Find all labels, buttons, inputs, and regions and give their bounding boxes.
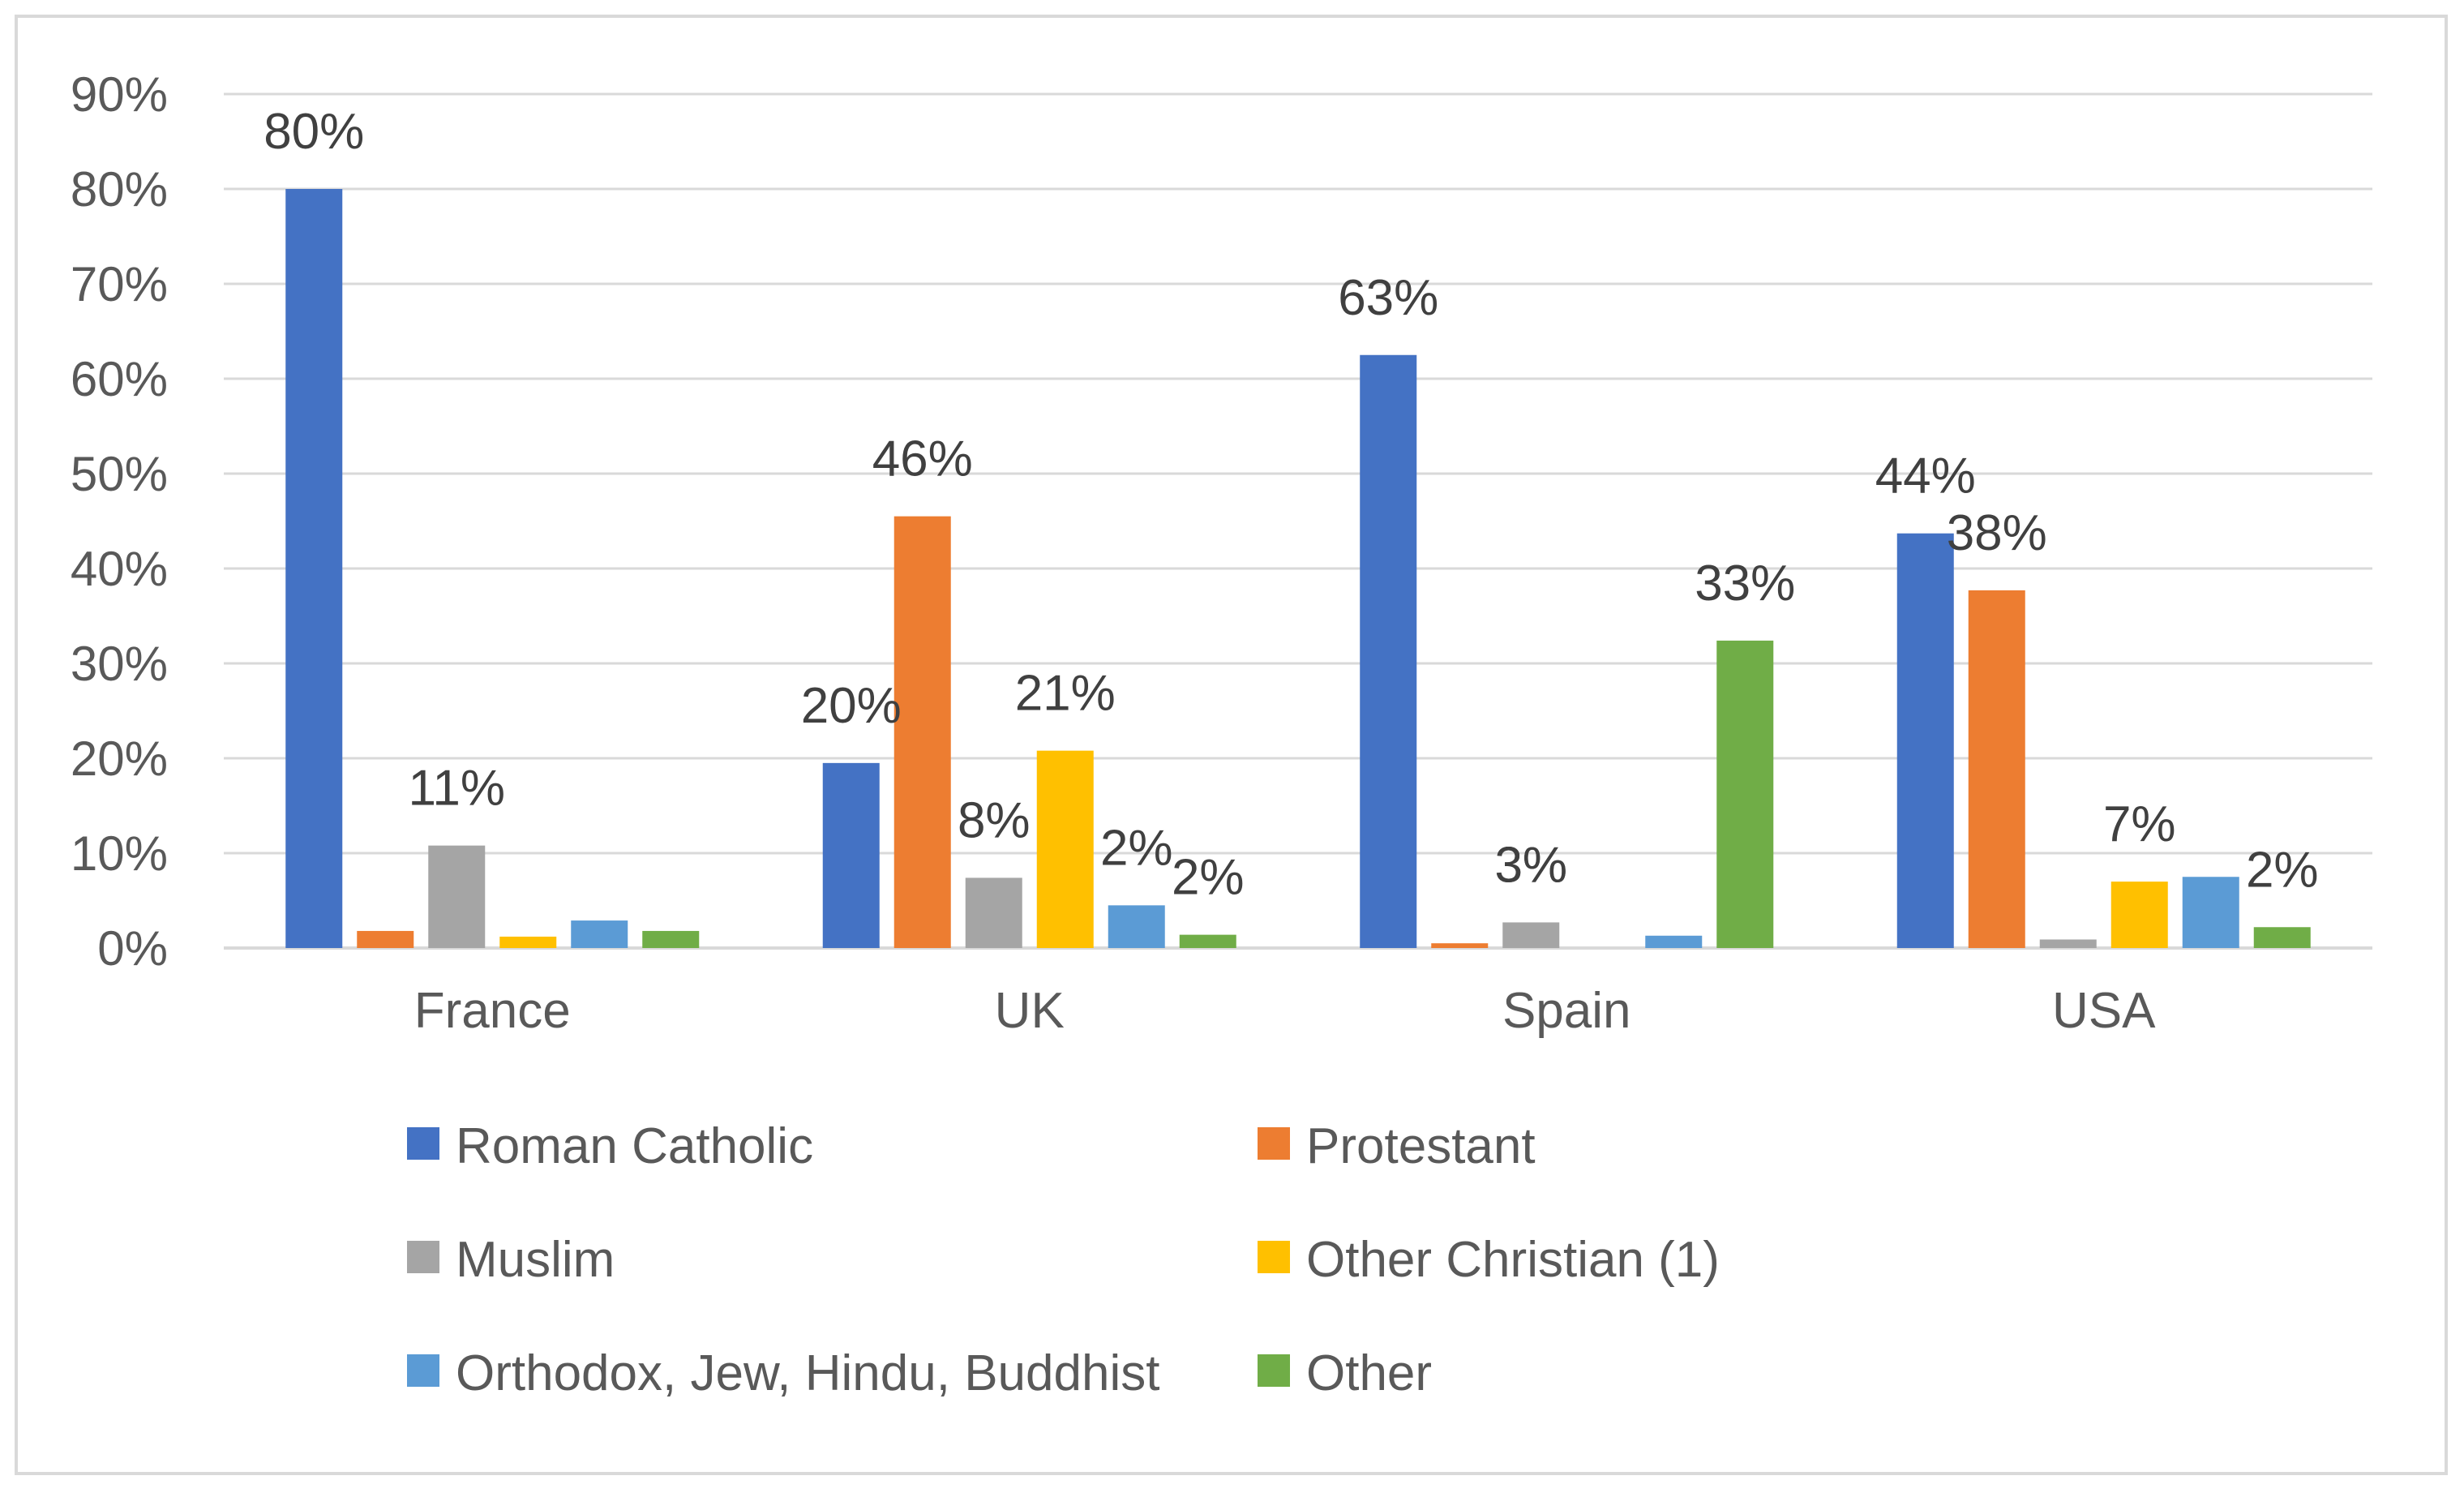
legend-swatch (407, 1127, 439, 1160)
data-label: 44% (1875, 448, 1976, 504)
data-label: 20% (801, 678, 902, 734)
bar-spain-5 (1716, 640, 1774, 948)
data-label: 7% (2103, 796, 2176, 852)
legend-swatch (1258, 1241, 1290, 1273)
bar-usa-4 (2182, 877, 2239, 948)
category-label: UK (995, 983, 1065, 1039)
category-label: France (414, 983, 571, 1039)
data-label: 3% (1494, 837, 1567, 893)
x-axis-categories: France UK Spain USA (414, 983, 2156, 1039)
bar-france-3 (499, 936, 557, 948)
legend-label: Muslim (456, 1232, 615, 1288)
bar-spain-2 (1502, 922, 1560, 948)
legend-label: Orthodox, Jew, Hindu, Buddhist (456, 1345, 1159, 1401)
y-tick-label: 90% (71, 67, 168, 122)
bar-chart: 0% 10% 20% 30% 40% 50% 60% 70% 80% 90% 80% 20% 63% 4… (71, 67, 2372, 1401)
bar-usa-5 (2253, 927, 2311, 948)
legend-label: Other Christian (1) (1306, 1232, 1720, 1288)
bar-uk-4 (1108, 905, 1165, 948)
data-label: 63% (1338, 270, 1438, 326)
bar-france-4 (571, 920, 628, 948)
data-labels: 80%20%63%44%46%38%11%8%3%21%7%2% 2%2% 3%33… (264, 104, 2318, 906)
y-axis-ticks: 0% 10% 20% 30% 40% 50% 60% 70% 80% 90% (71, 67, 168, 976)
category-label: USA (2052, 983, 2156, 1039)
bar-france-1 (357, 930, 414, 948)
legend: Roman Catholic Protestant Muslim Other Chri… (407, 1118, 1720, 1401)
bar-uk-2 (965, 877, 1022, 948)
data-label: 33% (1695, 556, 1795, 611)
data-label: 2% (1100, 820, 1173, 876)
data-label: 21% (1015, 666, 1116, 722)
legend-swatch (1258, 1354, 1290, 1387)
legend-label: Protestant (1306, 1118, 1536, 1174)
y-tick-label: 30% (71, 637, 168, 691)
bar-usa-0 (1896, 533, 1954, 948)
data-label: 2% (2246, 842, 2319, 898)
chart-frame: 0% 10% 20% 30% 40% 50% 60% 70% 80% 90% 80% 20% 63% 4… (15, 15, 2448, 1475)
legend-swatch (1258, 1127, 1290, 1160)
data-label: 3% (1494, 837, 1567, 893)
bar-uk-3 (1036, 750, 1094, 948)
bar-uk-0 (822, 762, 880, 948)
bar-usa-1 (1968, 590, 2025, 948)
y-tick-label: 0% (97, 921, 168, 976)
gridlines (224, 92, 2372, 950)
data-label: 8% (958, 792, 1031, 848)
legend-label: Other (1306, 1345, 1432, 1401)
category-label: Spain (1502, 983, 1631, 1039)
bar-usa-3 (2110, 882, 2168, 948)
bar-uk-1 (893, 516, 951, 948)
bars (285, 189, 2311, 948)
bar-spain-0 (1360, 354, 1417, 948)
data-label: 11% (409, 761, 506, 817)
y-tick-label: 20% (71, 731, 168, 786)
data-label: 38% (1947, 505, 2047, 561)
data-label: 2% (1172, 850, 1245, 906)
y-tick-label: 40% (71, 542, 168, 596)
bar-usa-2 (2039, 939, 2097, 948)
legend-swatch (407, 1241, 439, 1273)
y-tick-label: 60% (71, 352, 168, 406)
y-tick-label: 50% (71, 447, 168, 501)
bar-france-2 (428, 845, 486, 948)
bar-spain-1 (1431, 943, 1489, 948)
y-tick-label: 10% (71, 826, 168, 881)
legend-label: Roman Catholic (456, 1118, 813, 1174)
data-label: 80% (264, 104, 364, 160)
bar-france-0 (285, 189, 343, 948)
bar-spain-4 (1645, 935, 1703, 948)
bar-france-5 (642, 930, 700, 948)
legend-swatch (407, 1354, 439, 1387)
y-tick-label: 80% (71, 162, 168, 217)
data-label: 46% (872, 431, 973, 487)
y-tick-label: 70% (71, 257, 168, 311)
bar-uk-5 (1179, 934, 1236, 948)
